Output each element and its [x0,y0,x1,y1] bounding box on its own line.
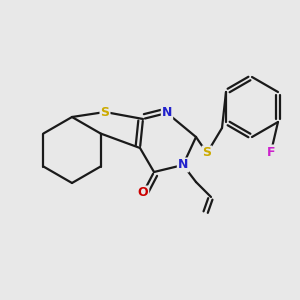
Text: N: N [162,106,172,119]
Text: N: N [178,158,188,172]
Text: S: S [100,106,109,118]
Text: F: F [267,146,275,158]
Text: S: S [202,146,211,160]
Text: O: O [138,187,148,200]
